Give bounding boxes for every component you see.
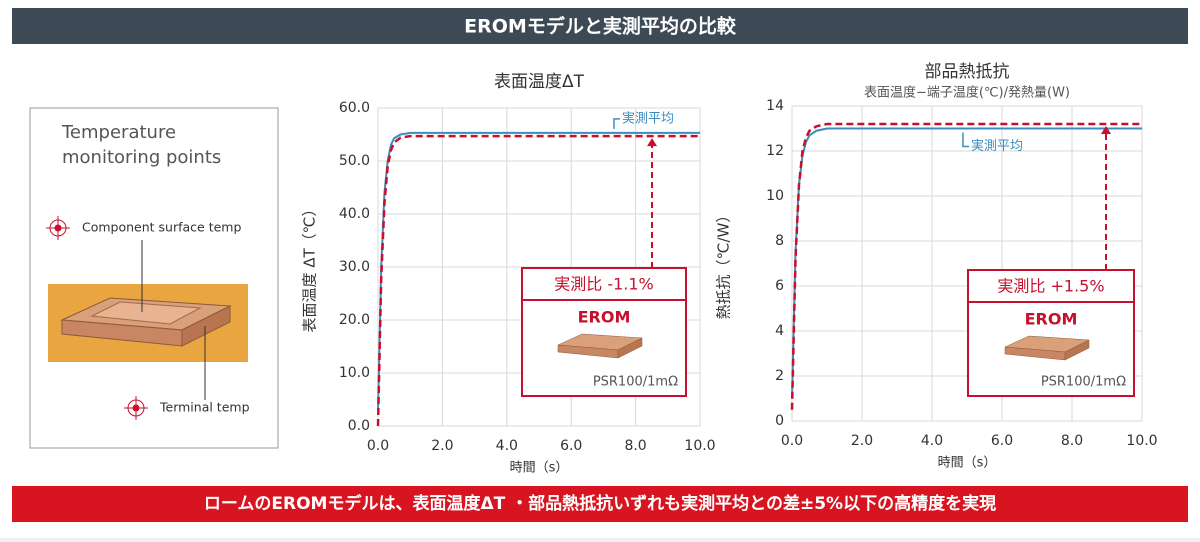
resistor-icon — [557, 333, 643, 359]
x-tick-label: 2.0 — [431, 438, 453, 454]
x-tick-label: 8.0 — [624, 438, 646, 454]
y-tick-label: 12 — [766, 143, 784, 159]
callout-arrow — [962, 132, 969, 148]
y-axis-label: 表面温度 ΔT（℃） — [301, 201, 319, 332]
chart-title: 表面温度ΔT — [494, 72, 585, 92]
compare-arrowhead — [647, 138, 657, 147]
compare-arrowhead — [1101, 126, 1111, 134]
x-axis-label: 時間（s） — [510, 461, 569, 476]
x-tick-label: 6.0 — [991, 433, 1013, 449]
header-bar — [12, 8, 1188, 44]
y-tick-label: 8 — [775, 233, 784, 249]
panel-title: monitoring points — [62, 147, 221, 168]
x-tick-label: 8.0 — [1061, 433, 1083, 449]
chart-title: 部品熱抵抗 — [925, 62, 1010, 82]
y-tick-label: 0.0 — [348, 418, 370, 434]
surface-label: Component surface temp — [82, 220, 241, 235]
part-label: PSR100/1mΩ — [1041, 375, 1126, 390]
x-tick-label: 10.0 — [1126, 433, 1157, 449]
series-label: 実測平均 — [971, 138, 1023, 154]
series-line — [376, 134, 700, 427]
part-label: PSR100/1mΩ — [593, 375, 678, 390]
x-tick-label: 4.0 — [496, 438, 518, 454]
resistor-icon — [1004, 335, 1090, 361]
header-title: EROMモデルと実測平均の比較 — [464, 15, 737, 38]
series-line — [790, 122, 1142, 410]
footer-bar — [12, 486, 1188, 522]
terminal-label: Terminal temp — [159, 400, 250, 415]
target-icon — [124, 396, 148, 420]
y-tick-label: 60.0 — [339, 100, 370, 116]
y-tick-label: 40.0 — [339, 206, 370, 222]
y-tick-label: 0 — [775, 413, 784, 429]
callout-arrow — [613, 118, 620, 129]
x-tick-label: 6.0 — [560, 438, 582, 454]
compare-box — [521, 267, 687, 397]
model-label: EROM — [578, 308, 631, 327]
series-label: 実測平均 — [622, 110, 674, 126]
y-tick-label: 4 — [775, 323, 784, 339]
x-tick-label: 2.0 — [851, 433, 873, 449]
x-tick-label: 4.0 — [921, 433, 943, 449]
y-tick-label: 50.0 — [339, 153, 370, 169]
y-tick-label: 10.0 — [339, 365, 370, 381]
resistor-end — [617, 337, 643, 359]
x-axis-label: 時間（s） — [938, 456, 997, 471]
compare-ratio: 実測比 -1.1% — [554, 275, 654, 294]
y-tick-label: 2 — [775, 368, 784, 384]
x-tick-label: 0.0 — [367, 438, 389, 454]
panel — [29, 107, 279, 449]
compare-ratio: 実測比 +1.5% — [997, 277, 1104, 296]
y-tick-label: 14 — [766, 98, 784, 114]
y-axis-label: 熱抵抗（℃/W） — [715, 208, 733, 320]
y-tick-label: 30.0 — [339, 259, 370, 275]
y-tick-label: 10 — [766, 188, 784, 204]
target-icon — [46, 216, 70, 240]
y-tick-label: 20.0 — [339, 312, 370, 328]
resistor-end — [1064, 339, 1090, 361]
resistor — [60, 297, 232, 347]
x-tick-label: 0.0 — [781, 433, 803, 449]
compare-box — [967, 269, 1135, 397]
x-tick-label: 10.0 — [684, 438, 715, 454]
panel-title: Temperature — [61, 122, 176, 143]
model-label: EROM — [1025, 310, 1078, 329]
chart-subtitle: 表面温度−端子温度(℃)/発熱量(W) — [864, 85, 1070, 101]
y-tick-label: 6 — [775, 278, 784, 294]
footer-text: ロームのEROMモデルは、表面温度ΔT ・部品熱抵抗いずれも実測平均との差±5%… — [204, 493, 996, 514]
